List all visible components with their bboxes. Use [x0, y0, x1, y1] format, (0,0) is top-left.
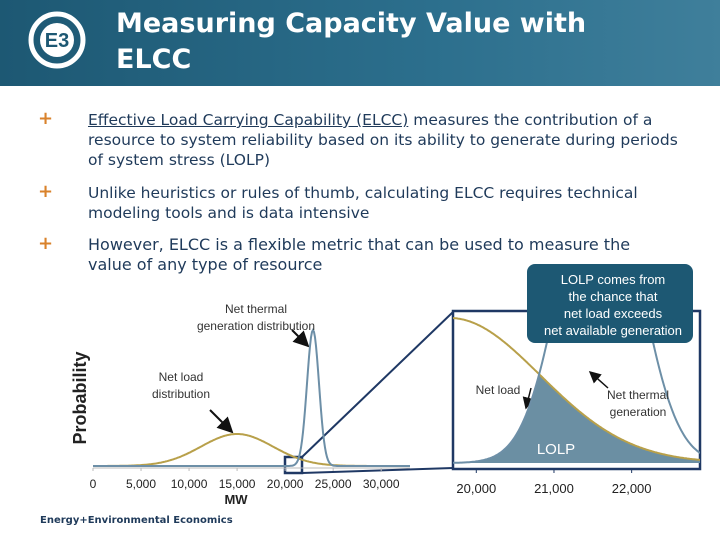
bullet-term: Effective Load Carrying Capability (ELCC… [88, 111, 409, 129]
annotation-line: distribution [152, 387, 210, 401]
annotation: LOLP comes from the chance that net load e… [544, 272, 682, 338]
annotation: LOLP [537, 441, 575, 458]
annotation-line: Net load [159, 370, 204, 384]
zoom-line [301, 467, 454, 474]
x-tick-label: 30,000 [363, 477, 400, 491]
svg-text:E3: E3 [45, 30, 69, 52]
annotation: Net load [476, 383, 521, 397]
bullet: Unlike heuristics or rules of thumb, cal… [88, 184, 638, 222]
lolp-area [470, 374, 700, 463]
annotation-line: generation distribution [197, 319, 315, 333]
x-tick-label: 22,000 [612, 481, 652, 496]
net-load-curve [453, 317, 700, 461]
arrow [209, 409, 234, 434]
header-bar: E3 Measuring Capacity Value with ELCC [0, 0, 720, 86]
annotation-line: the chance that [569, 289, 658, 304]
annotation-line: LOLP comes from [561, 272, 666, 287]
x-tick-label: 5,000 [126, 477, 156, 491]
x-tick-label: 20,000 [456, 481, 496, 496]
x-tick-label: 0 [90, 477, 97, 491]
annotation-line: net available generation [544, 323, 682, 338]
bullet-text: measures the contribution of a resource … [88, 111, 678, 169]
zoom-plot [453, 311, 700, 464]
annotation-line: net load exceeds [564, 306, 663, 321]
arrow [522, 387, 535, 410]
bullet: Effective Load Carrying Capability (ELCC… [88, 110, 678, 170]
y-axis-label: Probability [70, 351, 90, 444]
thermal-curve [93, 327, 410, 467]
net-load-curve [93, 433, 410, 467]
annotation: Net load distribution [152, 370, 210, 401]
x-axis-label: MW [224, 492, 248, 507]
arrow [588, 371, 609, 389]
annotation-line: Net thermal [607, 388, 669, 402]
arrow [291, 329, 310, 348]
annotation: Net thermal generation distribution [197, 302, 315, 333]
bullet-icon: + [38, 233, 54, 254]
x-tick-label: 15,000 [219, 477, 256, 491]
footer: Energy+Environmental Economics [40, 515, 233, 526]
annotation-line: Net thermal [225, 302, 287, 316]
annotation: Net thermal generation [607, 388, 669, 419]
x-tick-label: 21,000 [534, 481, 574, 496]
title: Measuring Capacity Value with ELCC [116, 8, 587, 75]
bullet-icon: + [38, 108, 54, 129]
thermal-curve [453, 311, 700, 464]
x-tick-label: 25,000 [315, 477, 352, 491]
zoom-line [301, 311, 454, 458]
annotation-line: generation [610, 405, 667, 419]
callout-box [527, 264, 693, 343]
bullet: However, ELCC is a flexible metric that … [88, 235, 631, 274]
bullet-icon: + [38, 181, 54, 202]
logo: E3 [28, 11, 86, 69]
x-tick-label: 20,000 [267, 477, 304, 491]
x-tick-label: 10,000 [171, 477, 208, 491]
